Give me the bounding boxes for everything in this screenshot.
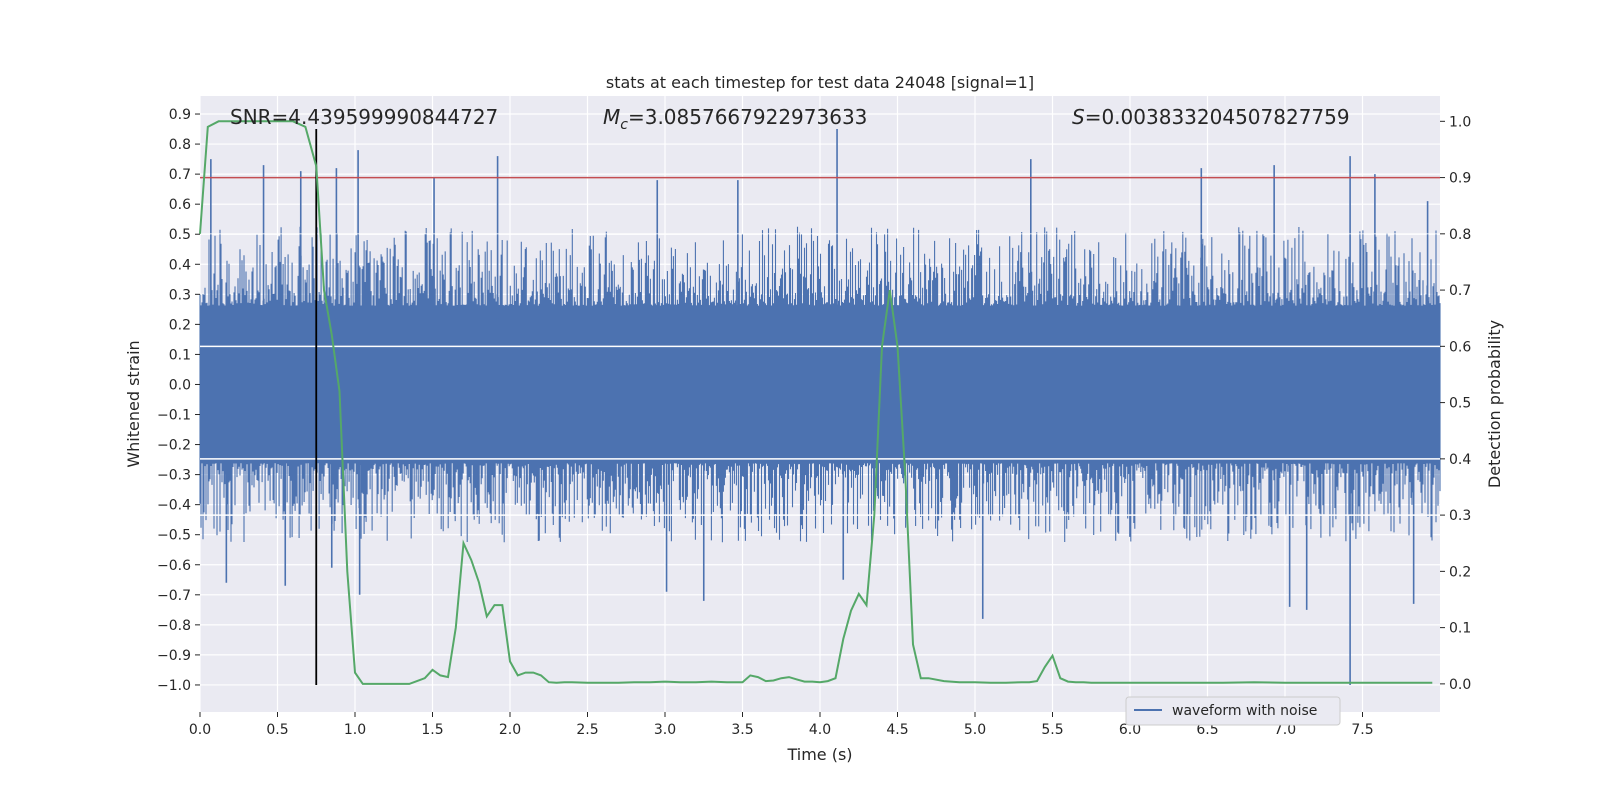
- chirp-mass-value: =3.0857667922973633: [628, 105, 867, 129]
- left-y-tick-label: −0.2: [157, 438, 191, 454]
- x-tick-label: 1.0: [344, 722, 366, 738]
- left-y-tick-label: −0.4: [157, 498, 191, 514]
- right-y-axis-label: Detection probability: [1485, 320, 1504, 488]
- right-y-tick-label: 0.3: [1449, 508, 1471, 524]
- snr-annotation: SNR=4.439599990844727: [230, 105, 498, 129]
- right-y-tick-label: 0.2: [1449, 564, 1471, 580]
- left-y-tick-label: 0.7: [169, 167, 191, 183]
- left-y-tick-label: 0.2: [169, 317, 191, 333]
- left-y-tick-label: −1.0: [157, 678, 191, 694]
- left-y-tick-label: 0.1: [169, 347, 191, 363]
- x-tick-label: 2.5: [576, 722, 598, 738]
- x-tick-label: 4.0: [809, 722, 831, 738]
- left-y-tick-label: 0.0: [169, 377, 191, 393]
- left-y-tick-label: 0.8: [169, 137, 191, 153]
- left-y-tick-label: −0.3: [157, 468, 191, 484]
- left-y-axis-ticks: 0.9 0.8 0.7 0.6 0.5 0.4 0.3 0.2 0.1 0.0 −0.1 −0.2 −0…: [157, 107, 200, 694]
- right-y-tick-label: 0.9: [1449, 171, 1471, 187]
- x-tick-label: 5.0: [964, 722, 986, 738]
- legend-box: [1125, 696, 1341, 726]
- s-symbol: S: [1072, 105, 1085, 129]
- right-y-tick-label: 0.7: [1449, 283, 1471, 299]
- legend-entry: waveform with noise: [1172, 703, 1317, 719]
- x-tick-label: 3.0: [654, 722, 676, 738]
- chart-title: stats at each timestep for test data 240…: [606, 73, 1034, 92]
- x-tick-label: 5.5: [1041, 722, 1063, 738]
- left-y-tick-label: −0.7: [157, 588, 191, 604]
- chirp-mass-symbol: M: [603, 105, 620, 129]
- left-y-tick-label: 0.4: [169, 257, 191, 273]
- x-tick-label: 3.5: [731, 722, 753, 738]
- right-y-tick-label: 0.5: [1449, 396, 1471, 412]
- s-annotation: S=0.003833204507827759: [1072, 105, 1350, 129]
- chirp-mass-subscript: c: [620, 117, 628, 133]
- x-tick-label: 2.0: [499, 722, 521, 738]
- detection-probability-series: [199, 120, 1433, 685]
- right-y-tick-label: 1.0: [1449, 114, 1471, 130]
- chirp-mass-annotation: Mc=3.0857667922973633: [603, 105, 867, 133]
- left-y-tick-label: −0.9: [157, 648, 191, 664]
- right-y-tick-label: 0.4: [1449, 452, 1471, 468]
- x-axis-label: Time (s): [786, 745, 852, 764]
- x-tick-label: 0.5: [266, 722, 288, 738]
- x-tick-label: 0.0: [189, 722, 211, 738]
- x-tick-label: 6.0: [1119, 722, 1141, 738]
- s-value: =0.003833204507827759: [1085, 105, 1350, 129]
- x-axis-ticks: 0.0 0.5 1.0 1.5 2.0 2.5 3.0 3.5 4.0 4.5 5.0 5.5 6.0 6…: [189, 712, 1374, 738]
- right-y-tick-label: 0.1: [1449, 621, 1471, 637]
- detection-probability-line: [199, 120, 1433, 685]
- left-y-tick-label: −0.1: [157, 408, 191, 424]
- left-y-tick-label: −0.5: [157, 528, 191, 544]
- x-tick-label: 7.0: [1274, 722, 1296, 738]
- left-y-tick-label: −0.8: [157, 618, 191, 634]
- waveform-with-noise-series: [199, 129, 1441, 685]
- x-tick-label: 4.5: [886, 722, 908, 738]
- left-y-axis-label: Whitened strain: [124, 340, 143, 467]
- right-y-axis-ticks: 1.0 0.9 0.8 0.7 0.6 0.5 0.4 0.3 0.2 0.1 0.0: [1440, 114, 1471, 693]
- left-y-tick-label: 0.6: [169, 197, 191, 213]
- x-tick-label: 6.5: [1196, 722, 1218, 738]
- left-y-tick-label: 0.5: [169, 227, 191, 243]
- overlay-lines: [200, 129, 1440, 685]
- x-tick-label: 1.5: [421, 722, 443, 738]
- legend: waveform with noise: [1125, 696, 1341, 726]
- strain-core-band: [200, 318, 1440, 457]
- right-y-tick-label: 0.8: [1449, 227, 1471, 243]
- x-tick-label: 7.5: [1351, 722, 1373, 738]
- left-y-tick-label: 0.3: [169, 287, 191, 303]
- right-y-tick-label: 0.6: [1449, 339, 1471, 355]
- right-y-tick-label: 0.0: [1449, 677, 1471, 693]
- left-y-tick-label: 0.9: [169, 107, 191, 123]
- left-y-tick-label: −0.6: [157, 558, 191, 574]
